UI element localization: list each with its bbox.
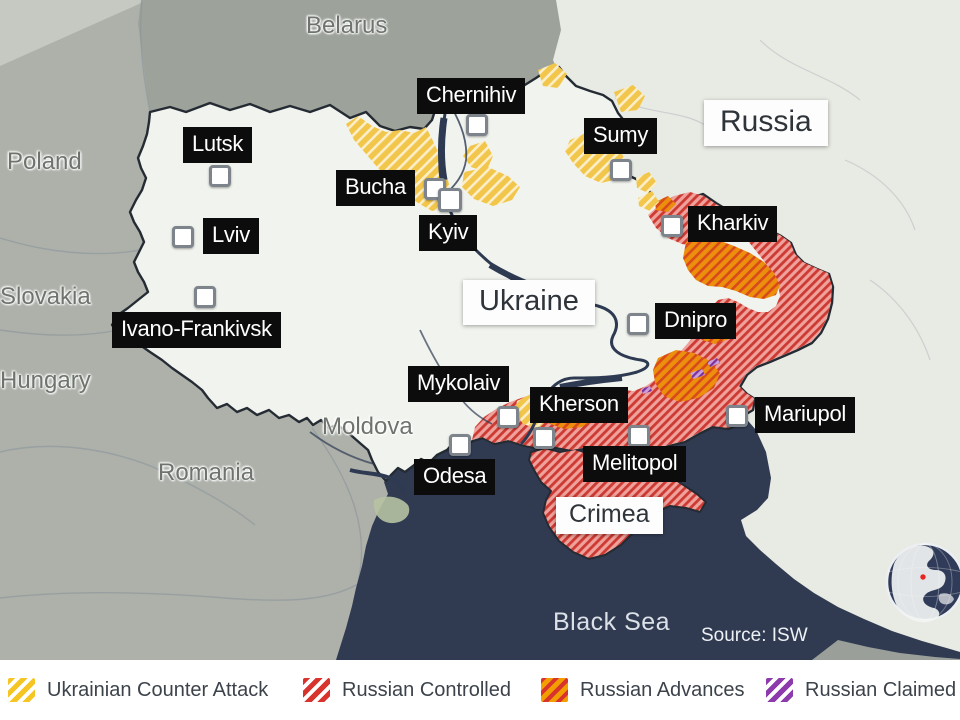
city-marker-lviv: [172, 226, 194, 248]
turkey-land: [812, 640, 960, 660]
legend-label: Russian Claimed: [805, 678, 957, 701]
city-marker-odesa: [449, 434, 471, 456]
city-label-bucha: Bucha: [336, 170, 415, 206]
orange-hatch-swatch-icon: [541, 678, 568, 702]
city-label-ivano-frankivsk: Ivano-Frankivsk: [112, 312, 281, 348]
city-marker-kyiv: [438, 188, 462, 212]
belarus-land: [138, 0, 561, 132]
red-hatch-swatch-icon: [303, 678, 330, 702]
city-label-chernihiv: Chernihiv: [417, 78, 526, 114]
legend-label: Russian Controlled: [342, 678, 511, 701]
city-label-dnipro: Dnipro: [655, 303, 737, 339]
city-label-kyiv: Kyiv: [419, 215, 478, 251]
city-marker-mykolaiv: [497, 406, 519, 428]
country-label-moldova: Moldova: [322, 413, 413, 440]
city-label-kherson: Kherson: [530, 387, 628, 423]
city-marker-sumy: [610, 159, 632, 181]
legend-bar: Ukrainian Counter Attack Russian Control…: [0, 660, 960, 720]
neighbour-borders: [0, 1, 363, 601]
city-label-mariupol: Mariupol: [755, 397, 855, 433]
city-marker-dnipro: [627, 313, 649, 335]
city-label-sumy: Sumy: [584, 118, 658, 154]
city-label-melitopol: Melitopol: [583, 446, 687, 482]
country-label-belarus: Belarus: [306, 12, 388, 39]
city-marker-mariupol: [726, 405, 748, 427]
legend-item-russian-controlled: Russian Controlled: [303, 660, 511, 720]
city-marker-ivano-frankivsk: [194, 286, 216, 308]
city-marker-melitopol: [628, 425, 650, 447]
region-label-crimea: Crimea: [556, 497, 663, 534]
city-label-mykolaiv: Mykolaiv: [408, 366, 510, 402]
country-label-romania: Romania: [158, 459, 255, 486]
legend-item-ukrainian-counter-attack: Ukrainian Counter Attack: [8, 660, 268, 720]
city-marker-kherson: [533, 427, 555, 449]
legend-item-russian-claimed: Russian Claimed: [766, 660, 956, 720]
legend-label: Ukrainian Counter Attack: [47, 678, 269, 701]
sea-label: Black Sea: [553, 608, 671, 636]
city-label-lviv: Lviv: [203, 218, 259, 254]
region-label-ukraine: Ukraine: [463, 280, 595, 325]
country-label-hungary: Hungary: [0, 367, 91, 394]
country-label-poland: Poland: [7, 148, 82, 175]
city-label-lutsk: Lutsk: [183, 127, 253, 163]
poland-north-highlight: [0, 0, 148, 66]
legend-label: Russian Advances: [580, 678, 745, 701]
source-note: Source: ISW: [701, 625, 808, 646]
city-marker-kharkiv: [661, 215, 683, 237]
city-label-kharkiv: Kharkiv: [688, 206, 778, 242]
city-marker-chernihiv: [466, 114, 488, 136]
country-label-slovakia: Slovakia: [0, 283, 91, 310]
legend-item-russian-advances: Russian Advances: [541, 660, 745, 720]
yellow-hatch-swatch-icon: [8, 678, 35, 702]
city-label-odesa: Odesa: [414, 459, 496, 495]
globe-inset-icon: [884, 534, 960, 634]
region-label-russia: Russia: [704, 100, 828, 146]
city-marker-lutsk: [209, 165, 231, 187]
purple-hatch-swatch-icon: [766, 678, 793, 702]
danube-delta: [373, 496, 410, 524]
